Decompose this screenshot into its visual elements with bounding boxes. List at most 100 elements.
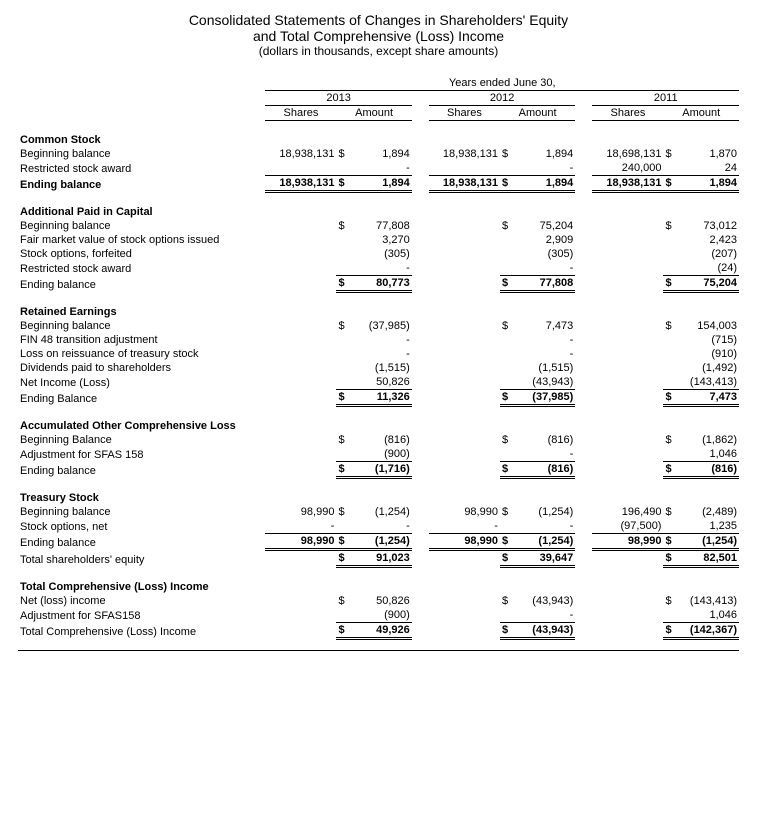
- ts-end-a12: (1,254): [515, 534, 575, 550]
- re-fin48-13: -: [352, 333, 412, 347]
- aocl-adj-12: -: [515, 447, 575, 462]
- ts-net-label: Stock options, net: [18, 519, 265, 534]
- ts-beg-a13: (1,254): [352, 505, 412, 519]
- hdr-shares-11: Shares: [592, 106, 663, 121]
- ts-tse-label: Total shareholders' equity: [18, 550, 265, 567]
- dollar-sign: $: [500, 550, 515, 567]
- ts-tse-12: 39,647: [515, 550, 575, 567]
- ts-net-s11: (97,500): [592, 519, 663, 534]
- apic-rsa-row: Restricted stock award - - (24): [18, 261, 739, 276]
- dollar-sign: $: [663, 534, 678, 550]
- re-div-12: (1,515): [515, 361, 575, 375]
- tci-ni-11: (143,413): [679, 594, 739, 608]
- cs-end-s13: 18,938,131: [265, 176, 336, 192]
- aocl-beg-label: Beginning Balance: [18, 433, 265, 447]
- dollar-sign: $: [336, 319, 351, 333]
- tci-ni-row: Net (loss) income $50,826 $(43,943) $(14…: [18, 594, 739, 608]
- apic-end-12: 77,808: [515, 276, 575, 292]
- dollar-sign: $: [500, 594, 515, 608]
- hdr-amount-13: Amount: [336, 106, 411, 121]
- re-loss-row: Loss on reissuance of treasury stock - -…: [18, 347, 739, 361]
- dollar-sign: $: [336, 433, 351, 447]
- cs-beg-a12: 1,894: [515, 147, 575, 161]
- hdr-shares-13: Shares: [265, 106, 336, 121]
- ts-beg-s12: 98,990: [429, 505, 500, 519]
- apic-rsa-12: -: [515, 261, 575, 276]
- apic-fmv-12: 2,909: [515, 233, 575, 247]
- aocl-adj-13: (900): [352, 447, 412, 462]
- ts-beg-s11: 196,490: [592, 505, 663, 519]
- cs-beg-s11: 18,698,131: [592, 147, 663, 161]
- dollar-sign: $: [500, 534, 515, 550]
- cs-rsa-a12: -: [515, 161, 575, 176]
- aocl-beg-11: (1,862): [679, 433, 739, 447]
- dollar-sign: $: [663, 594, 678, 608]
- dollar-sign: $: [500, 176, 515, 192]
- apic-forf-12: (305): [515, 247, 575, 261]
- ts-beg-a12: (1,254): [515, 505, 575, 519]
- aocl-adj-row: Adjustment for SFAS 158 (900) - 1,046: [18, 447, 739, 462]
- aocl-end-label: Ending balance: [18, 462, 265, 478]
- equity-table: Years ended June 30, 2013 2012 2011 Shar…: [18, 76, 739, 640]
- cs-end-s11: 18,938,131: [592, 176, 663, 192]
- ts-end-a13: (1,254): [352, 534, 412, 550]
- dollar-sign: $: [336, 176, 351, 192]
- re-end-row: Ending Balance $11,326 $(37,985) $7,473: [18, 390, 739, 406]
- apic-end-13: 80,773: [352, 276, 412, 292]
- ts-head: Treasury Stock: [18, 491, 265, 505]
- cs-rsa-row: Restricted stock award - - 240,00024: [18, 161, 739, 176]
- apic-forf-label: Stock options, forfeited: [18, 247, 265, 261]
- cs-end-label: Ending balance: [18, 176, 265, 192]
- tci-tot-11: (142,367): [679, 623, 739, 639]
- tci-head: Total Comprehensive (Loss) Income: [18, 580, 265, 594]
- hdr-shares-12: Shares: [429, 106, 500, 121]
- tci-adj-12: -: [515, 608, 575, 623]
- dollar-sign: $: [663, 390, 678, 406]
- cs-beg-a13: 1,894: [352, 147, 412, 161]
- cs-beg-row: Beginning balance 18,938,131$1,894 18,93…: [18, 147, 739, 161]
- apic-rsa-label: Restricted stock award: [18, 261, 265, 276]
- dollar-sign: $: [500, 462, 515, 478]
- ts-beg-row: Beginning balance 98,990$(1,254) 98,990$…: [18, 505, 739, 519]
- dollar-sign: $: [500, 276, 515, 292]
- cs-beg-s12: 18,938,131: [429, 147, 500, 161]
- footer-rule: [18, 650, 739, 652]
- re-loss-13: -: [352, 347, 412, 361]
- dollar-sign: $: [500, 390, 515, 406]
- re-div-row: Dividends paid to shareholders (1,515) (…: [18, 361, 739, 375]
- ts-end-a11: (1,254): [679, 534, 739, 550]
- title-line-2: and Total Comprehensive (Loss) Income: [18, 28, 739, 44]
- ts-beg-label: Beginning balance: [18, 505, 265, 519]
- ts-tse-row: Total shareholders' equity $91,023 $39,6…: [18, 550, 739, 567]
- dollar-sign: $: [336, 462, 351, 478]
- dollar-sign: $: [336, 550, 351, 567]
- tci-adj-11: 1,046: [679, 608, 739, 623]
- re-end-12: (37,985): [515, 390, 575, 406]
- aocl-end-row: Ending balance $(1,716) $(816) $(816): [18, 462, 739, 478]
- dollar-sign: $: [663, 433, 678, 447]
- dollar-sign: $: [663, 550, 678, 567]
- re-loss-label: Loss on reissuance of treasury stock: [18, 347, 265, 361]
- ts-end-row: Ending balance 98,990$(1,254) 98,990$(1,…: [18, 534, 739, 550]
- apic-beg-12: 75,204: [515, 219, 575, 233]
- dollar-sign: $: [663, 176, 678, 192]
- re-end-label: Ending Balance: [18, 390, 265, 406]
- header-2011: 2011: [592, 91, 739, 106]
- tci-ni-12: (43,943): [515, 594, 575, 608]
- dollar-sign: $: [663, 276, 678, 292]
- dollar-sign: $: [336, 505, 351, 519]
- apic-forf-row: Stock options, forfeited (305) (305) (20…: [18, 247, 739, 261]
- re-div-11: (1,492): [679, 361, 739, 375]
- cs-end-a11: 1,894: [679, 176, 739, 192]
- re-ni-13: 50,826: [352, 375, 412, 390]
- cs-rsa-a11: 24: [679, 161, 739, 176]
- re-ni-11: (143,413): [679, 375, 739, 390]
- ts-tse-13: 91,023: [352, 550, 412, 567]
- header-2012: 2012: [429, 91, 575, 106]
- header-2013: 2013: [265, 91, 411, 106]
- ts-end-s11: 98,990: [592, 534, 663, 550]
- apic-rsa-13: -: [352, 261, 412, 276]
- dollar-sign: $: [336, 390, 351, 406]
- dollar-sign: $: [336, 276, 351, 292]
- dollar-sign: $: [500, 147, 515, 161]
